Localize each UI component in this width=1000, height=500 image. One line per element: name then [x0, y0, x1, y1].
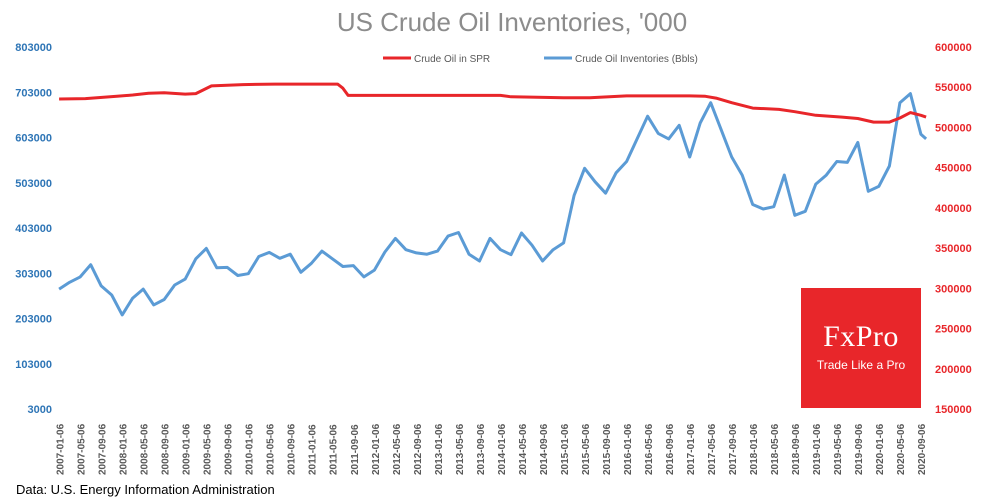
series-layer — [58, 82, 928, 317]
x-tick-label: 2011-01-06 — [308, 424, 319, 475]
x-tick-label: 2018-01-06 — [749, 423, 760, 475]
x-tick-label: 2009-01-06 — [182, 423, 193, 475]
x-tick-label: 2013-01-06 — [434, 423, 445, 475]
x-tick-label: 2016-05-06 — [644, 423, 655, 475]
x-tick-label: 2017-05-06 — [707, 423, 718, 475]
y-right-tick-label: 350000 — [935, 243, 972, 255]
x-tick-label: 2014-09-06 — [539, 423, 550, 475]
legend-label-spr: Crude Oil in SPR — [414, 54, 490, 65]
y-right-tick-label: 250000 — [935, 324, 972, 336]
x-tick-label: 2012-09-06 — [413, 423, 424, 475]
x-tick-label: 2014-01-06 — [497, 423, 508, 475]
x-tick-label: 2020-05-06 — [896, 423, 907, 475]
x-tick-label: 2019-05-06 — [833, 423, 844, 475]
x-tick-label: 2008-05-06 — [140, 423, 151, 475]
y-left-tick-label: 103000 — [15, 359, 52, 371]
y-right-tick-label: 300000 — [935, 283, 972, 295]
x-axis: 2007-01-06 2007-05-06 2007-09-06 2008-01-06… — [56, 423, 929, 475]
x-tick-label: 2019-01-06 — [812, 423, 823, 475]
x-tick-label: 2010-01-06 — [245, 423, 256, 475]
x-tick-label: 2019-09-06 — [854, 423, 865, 475]
x-tick-label: 2016-09-06 — [665, 423, 676, 475]
x-tick-label: 2014-05-06 — [518, 423, 529, 475]
x-tick-label: 2020-01-06 — [875, 423, 886, 475]
x-tick-label: 2017-09-06 — [728, 423, 739, 475]
y-left-tick-label: 503000 — [15, 178, 52, 190]
x-tick-label: 2018-09-06 — [791, 423, 802, 475]
fxpro-tagline: Trade Like a Pro — [816, 358, 906, 372]
y-axis-right: 600000 550000 500000 450000 400000 350000 3000… — [935, 42, 972, 416]
x-tick-label: 2017-01-06 — [686, 423, 697, 475]
x-tick-label: 2008-09-06 — [161, 423, 172, 475]
x-tick-label: 2020-09-06 — [917, 423, 928, 475]
x-tick-label: 2012-01-06 — [371, 423, 382, 475]
y-axis-left: 803000 703000 603000 503000 403000 303000 2030… — [15, 42, 52, 416]
x-tick-label: 2012-05-06 — [392, 423, 403, 475]
x-tick-label: 2009-05-06 — [203, 423, 214, 475]
x-tick-label: 2018-05-06 — [770, 423, 781, 475]
y-left-tick-label: 3000 — [28, 404, 52, 416]
fxpro-logo: FxPro Trade Like a Pro — [801, 288, 921, 408]
y-right-tick-label: 150000 — [935, 404, 972, 416]
series-line-inventories — [58, 92, 928, 317]
y-right-tick-label: 400000 — [935, 203, 972, 215]
x-tick-label: 2010-05-06 — [266, 423, 277, 475]
y-left-tick-label: 203000 — [15, 314, 52, 326]
y-right-tick-label: 500000 — [935, 122, 972, 134]
y-left-tick-label: 803000 — [15, 42, 52, 54]
x-tick-label: 2009-09-06 — [224, 423, 235, 475]
y-left-tick-label: 703000 — [15, 87, 52, 99]
x-tick-label: 2007-01-06 — [56, 423, 67, 475]
x-tick-label: 2011-05-06 — [329, 424, 340, 475]
x-tick-label: 2010-09-06 — [287, 423, 298, 475]
fxpro-wordmark: FxPro — [823, 320, 899, 353]
legend-label-inventories: Crude Oil Inventories (Bbls) — [575, 54, 698, 65]
chart-title: US Crude Oil Inventories, '000 — [337, 7, 687, 37]
y-left-tick-label: 403000 — [15, 223, 52, 235]
source-note: Data: U.S. Energy Information Administra… — [16, 482, 275, 497]
y-right-tick-label: 550000 — [935, 82, 972, 94]
x-tick-label: 2013-05-06 — [455, 423, 466, 475]
x-tick-label: 2015-05-06 — [581, 423, 592, 475]
y-left-tick-label: 303000 — [15, 268, 52, 280]
x-tick-label: 2007-09-06 — [98, 423, 109, 475]
x-tick-label: 2007-05-06 — [77, 423, 88, 475]
y-right-tick-label: 600000 — [935, 42, 972, 54]
y-left-tick-label: 603000 — [15, 133, 52, 145]
y-right-tick-label: 450000 — [935, 163, 972, 175]
x-tick-label: 2015-09-06 — [602, 423, 613, 475]
x-tick-label: 2015-01-06 — [560, 423, 571, 475]
x-tick-label: 2016-01-06 — [623, 423, 634, 475]
x-tick-label: 2013-09-06 — [476, 423, 487, 475]
x-tick-label: 2008-01-06 — [119, 423, 130, 475]
legend: Crude Oil in SPR Crude Oil Inventories (… — [383, 54, 698, 65]
series-line-spr — [59, 82, 927, 124]
y-right-tick-label: 200000 — [935, 364, 972, 376]
x-tick-label: 2011-09-06 — [350, 424, 361, 475]
